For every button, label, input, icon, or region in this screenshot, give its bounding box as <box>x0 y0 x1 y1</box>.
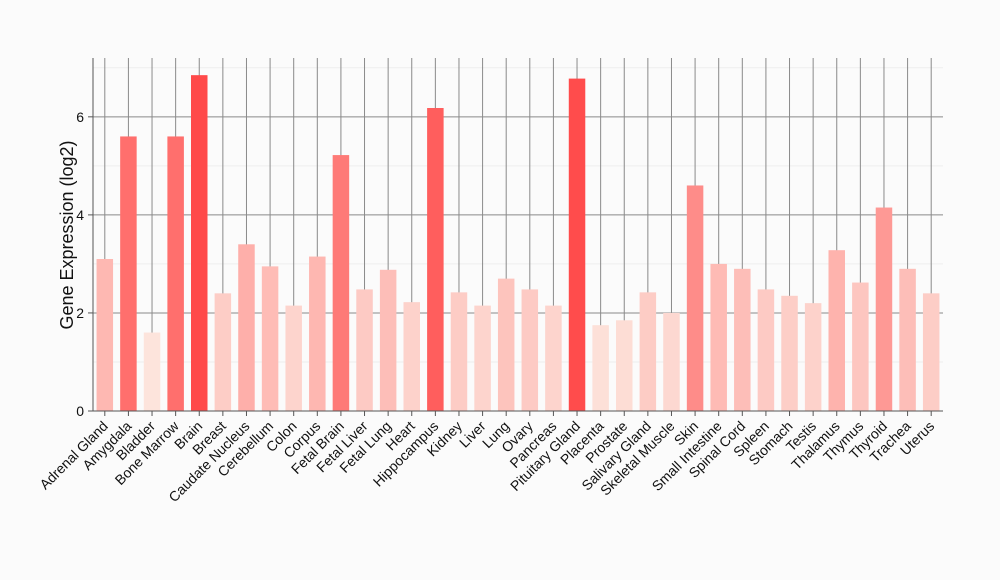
bars <box>96 75 940 411</box>
bar-brain <box>191 75 208 411</box>
bar-small-intestine <box>710 263 727 411</box>
bar-adrenal-gland <box>96 259 114 411</box>
bar-salivary-gland <box>639 292 657 411</box>
bar-thalamus <box>828 250 845 411</box>
y-tick-label: 0 <box>76 403 84 419</box>
bar-pituitary-gland <box>568 78 586 411</box>
bar-corpus <box>309 256 326 411</box>
bar-pancreas <box>545 305 562 411</box>
bar-fetal-brain <box>332 155 350 411</box>
bar-thyroid <box>875 207 893 411</box>
bar-fetal-lung <box>379 269 397 411</box>
bar-amygdala <box>120 136 137 411</box>
bar-skin <box>686 185 704 411</box>
y-tick-labels: 0 2 4 6 <box>76 109 84 419</box>
bar-thymus <box>852 282 869 411</box>
bar-bladder <box>143 332 161 411</box>
bar-caudate-nucleus <box>238 244 255 411</box>
bar-spleen <box>757 289 775 411</box>
y-tick-label: 6 <box>76 109 84 125</box>
bar-fetal-liver <box>356 289 373 411</box>
bar-bone-marrow <box>167 136 184 411</box>
bar-hippocampus <box>427 108 444 411</box>
bar-stomach <box>781 295 798 411</box>
bar-colon <box>285 305 302 411</box>
bar-uterus <box>922 293 940 411</box>
bar-spinal-cord <box>734 268 751 411</box>
bar-ovary <box>521 289 539 411</box>
bar-lung <box>497 278 515 411</box>
bar-skeletal-muscle <box>663 312 680 411</box>
y-tick-label: 4 <box>76 207 84 223</box>
bar-cerebellum <box>261 266 279 411</box>
bar-prostate <box>616 320 633 411</box>
bar-heart <box>403 302 420 411</box>
bar-testis <box>804 303 822 411</box>
bar-liver <box>474 305 491 411</box>
bar-kidney <box>450 292 468 411</box>
bar-trachea <box>899 268 916 411</box>
bar-breast <box>214 293 232 411</box>
axes <box>88 58 943 416</box>
bar-placenta <box>592 325 609 411</box>
y-axis-title: Gene Expression (log2) <box>57 140 77 329</box>
y-tick-label: 2 <box>76 305 84 321</box>
